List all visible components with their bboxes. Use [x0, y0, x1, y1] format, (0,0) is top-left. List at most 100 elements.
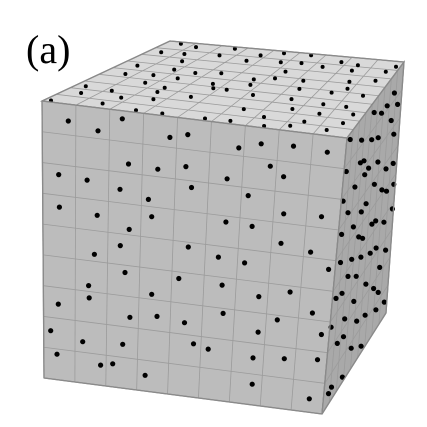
front-grid-line	[42, 223, 336, 262]
particle-dot	[123, 72, 128, 76]
top-grid-line	[113, 67, 379, 97]
right-grid-line	[332, 201, 395, 292]
particle-dot	[358, 254, 364, 260]
top-grid-line	[278, 57, 353, 131]
right-grid-line	[341, 117, 401, 200]
particle-dot	[210, 81, 215, 86]
particle-dot	[65, 118, 71, 124]
particle-dot	[369, 137, 375, 143]
particle-dot	[328, 384, 335, 390]
right-grid-line	[327, 257, 391, 353]
top-grid-line	[245, 54, 327, 126]
particle-dot	[205, 346, 211, 352]
particle-dot	[324, 128, 329, 132]
particle-dot	[395, 101, 401, 107]
front-grid-line	[42, 131, 345, 170]
particle-dot	[318, 214, 325, 220]
particle-dot	[290, 143, 297, 149]
particle-dot	[373, 218, 379, 224]
particle-dot	[391, 131, 397, 137]
particle-dot	[251, 77, 256, 82]
particle-dot	[371, 181, 377, 187]
particle-dot	[267, 163, 273, 169]
top-grid-line	[84, 80, 367, 114]
particle-dot	[358, 343, 364, 349]
particle-dot	[371, 109, 377, 116]
particle-dot	[345, 273, 351, 279]
particle-dot	[281, 174, 287, 180]
particle-dot	[228, 118, 233, 123]
particle-dot	[351, 112, 356, 117]
right-grid-line	[335, 121, 361, 392]
particle-dot	[190, 341, 197, 347]
particle-dot	[339, 374, 345, 380]
particle-dot	[255, 329, 261, 335]
particle-dot	[80, 339, 86, 345]
particle-dot	[249, 223, 255, 229]
cube-edge	[346, 61, 405, 139]
particle-dot	[352, 184, 358, 190]
particle-dot	[350, 224, 356, 230]
particle-dot	[86, 295, 92, 301]
particle-dot	[355, 63, 360, 68]
particle-dot	[363, 281, 369, 287]
top-grid-line	[75, 42, 197, 106]
particle-dot	[159, 50, 164, 55]
particle-dot	[217, 53, 222, 58]
particle-dot	[244, 58, 249, 63]
particle-dot	[299, 61, 304, 66]
particle-dot	[94, 212, 100, 218]
particle-dot	[343, 168, 349, 175]
right-grid-line	[371, 78, 392, 336]
particle-dot	[155, 90, 160, 94]
particle-dot	[250, 355, 256, 361]
particle-dot	[215, 254, 221, 260]
particle-dot	[48, 328, 54, 334]
particle-dot	[339, 60, 344, 65]
particle-dot	[347, 136, 353, 143]
top-grid-line	[211, 52, 301, 122]
right-grid-line	[342, 112, 367, 381]
particle-dot	[329, 90, 334, 95]
particle-dot	[262, 124, 267, 128]
particle-dot	[381, 299, 387, 305]
particle-dot	[172, 67, 177, 72]
particle-dot	[258, 53, 263, 58]
particle-dot	[149, 291, 155, 297]
front-grid-line	[228, 125, 246, 403]
particle-dot	[160, 111, 165, 116]
particle-dot	[135, 63, 140, 68]
particle-dot	[181, 320, 188, 326]
particle-dot	[375, 135, 381, 141]
particle-dot	[391, 90, 397, 96]
front-grid-line	[259, 129, 280, 407]
particle-dot	[145, 196, 151, 202]
cube-edge	[321, 312, 387, 415]
particle-dot	[287, 289, 293, 295]
particle-dot	[149, 214, 155, 220]
particle-dot	[223, 219, 229, 225]
front-face-fill	[41, 100, 348, 415]
particle-dot	[349, 68, 354, 73]
particle-dot	[151, 97, 156, 102]
top-grid-line	[141, 53, 392, 80]
cube-edge	[385, 61, 405, 314]
particle-dot	[185, 132, 191, 138]
cube-outline	[41, 40, 405, 415]
top-grid-line	[127, 60, 386, 88]
right-grid-line	[328, 129, 354, 403]
particle-dot	[117, 243, 123, 249]
particle-dot	[224, 176, 230, 182]
particle-dot	[176, 275, 182, 282]
particle-dot	[203, 116, 207, 121]
right-grid-line	[330, 229, 393, 323]
right-grid-line	[364, 87, 386, 347]
particle-dot	[224, 87, 229, 92]
particle-dot	[367, 250, 373, 256]
particle-dot	[366, 165, 372, 171]
particle-dot	[175, 76, 180, 81]
particle-dot	[143, 80, 148, 85]
particle-dot	[162, 85, 167, 90]
